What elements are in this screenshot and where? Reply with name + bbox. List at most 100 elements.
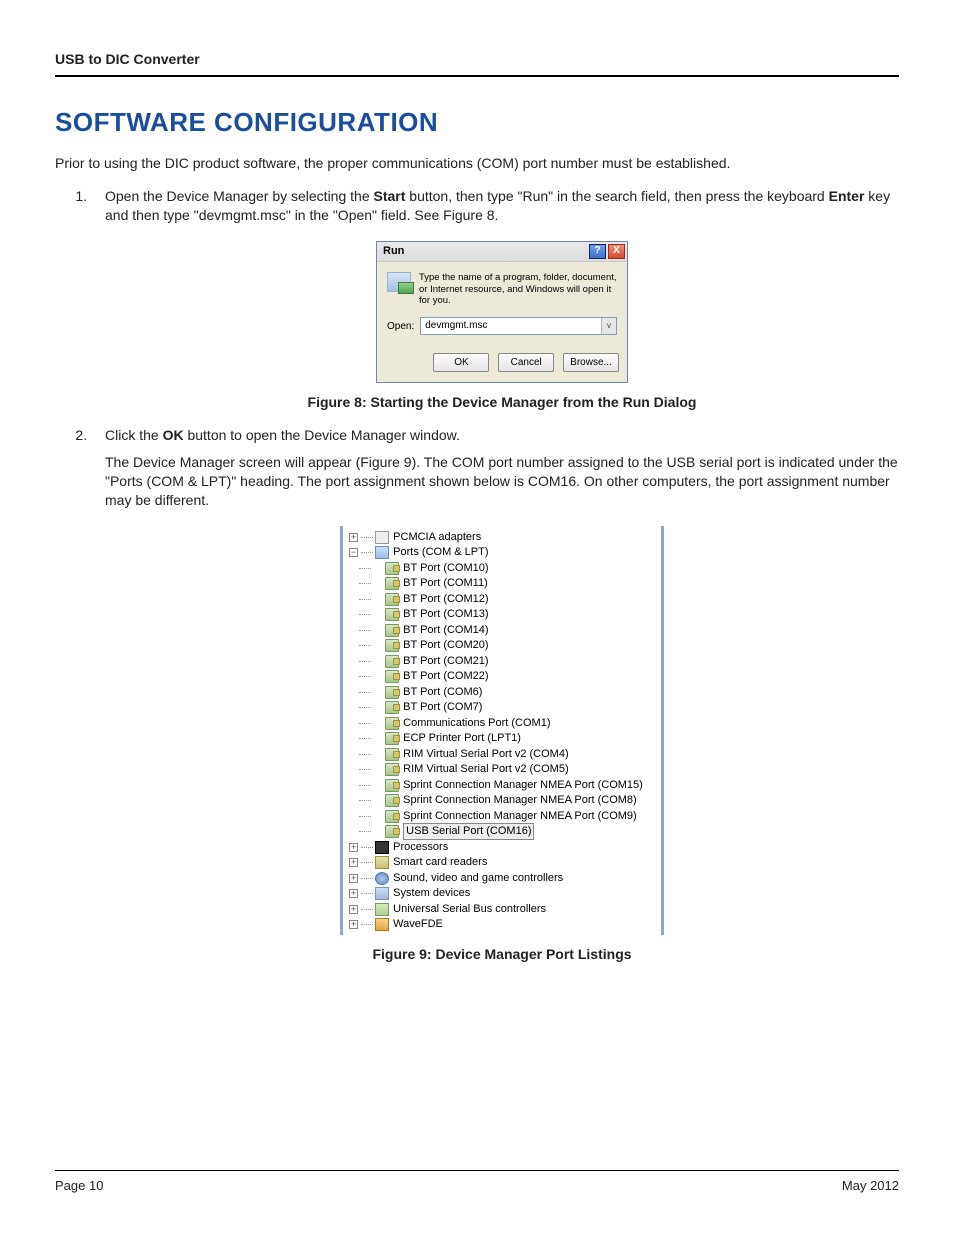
run-titlebar: Run ? X — [377, 242, 627, 262]
step-2: Click the OK button to open the Device M… — [91, 426, 899, 964]
tree-item[interactable]: Sprint Connection Manager NMEA Port (COM… — [349, 777, 643, 793]
tree-item-label[interactable]: ECP Printer Port (LPT1) — [403, 731, 521, 746]
tree-item[interactable]: BT Port (COM12) — [349, 591, 643, 607]
open-input[interactable]: devmgmt.msc — [421, 318, 601, 334]
tree-item-label[interactable]: Processors — [393, 840, 448, 855]
expand-icon[interactable]: + — [349, 843, 358, 852]
tree-item-label[interactable]: RIM Virtual Serial Port v2 (COM4) — [403, 747, 568, 762]
tree-item[interactable]: Communications Port (COM1) — [349, 715, 643, 731]
step-1-b1: Start — [374, 188, 406, 204]
figure-8: Run ? X Type the name of a program, fold… — [105, 241, 899, 413]
port-icon — [385, 562, 399, 575]
cancel-button[interactable]: Cancel — [498, 353, 554, 372]
step-2-pre: Click the — [105, 427, 163, 443]
tree-item[interactable]: + Sound, video and game controllers — [349, 870, 643, 886]
tree-item[interactable]: BT Port (COM10) — [349, 560, 643, 576]
step-1-pre: Open the Device Manager by selecting the — [105, 188, 374, 204]
tree-item-label[interactable]: WaveFDE — [393, 917, 443, 932]
expand-icon — [373, 641, 382, 650]
tree-item-label[interactable]: Communications Port (COM1) — [403, 716, 550, 731]
tree-item[interactable]: Sprint Connection Manager NMEA Port (COM… — [349, 793, 643, 809]
tree-item-label[interactable]: PCMCIA adapters — [393, 530, 481, 545]
open-combobox[interactable]: devmgmt.msc v — [420, 317, 617, 335]
run-title: Run — [383, 244, 404, 259]
sys-icon — [375, 887, 389, 900]
tree-item-label[interactable]: Sprint Connection Manager NMEA Port (COM… — [403, 809, 637, 824]
tree-item-label[interactable]: Universal Serial Bus controllers — [393, 902, 546, 917]
tree-item[interactable]: ECP Printer Port (LPT1) — [349, 731, 643, 747]
tree-item-label[interactable]: Sprint Connection Manager NMEA Port (COM… — [403, 793, 637, 808]
tree-item[interactable]: BT Port (COM13) — [349, 607, 643, 623]
tree-item[interactable]: BT Port (COM20) — [349, 638, 643, 654]
port-icon — [385, 577, 399, 590]
step-2-paragraph: The Device Manager screen will appear (F… — [105, 453, 899, 510]
smart-icon — [375, 856, 389, 869]
expand-icon[interactable]: − — [349, 548, 358, 557]
step-2-post: button to open the Device Manager window… — [184, 427, 460, 443]
tree-item-label[interactable]: RIM Virtual Serial Port v2 (COM5) — [403, 762, 568, 777]
device-manager-tree: +PCMCIA adapters−Ports (COM & LPT)BT Por… — [340, 526, 664, 935]
expand-icon[interactable]: + — [349, 874, 358, 883]
ok-button[interactable]: OK — [433, 353, 489, 372]
expand-icon — [373, 657, 382, 666]
expand-icon — [373, 688, 382, 697]
chevron-down-icon[interactable]: v — [601, 318, 616, 334]
help-icon[interactable]: ? — [589, 244, 606, 259]
doc-header-title: USB to DIC Converter — [55, 51, 200, 67]
figure-8-caption: Figure 8: Starting the Device Manager fr… — [105, 393, 899, 412]
tree-item[interactable]: − Ports (COM & LPT) — [349, 545, 643, 561]
expand-icon[interactable]: + — [349, 905, 358, 914]
tree-item[interactable]: + WaveFDE — [349, 917, 643, 933]
tree-item-label[interactable]: BT Port (COM6) — [403, 685, 482, 700]
port-icon — [385, 686, 399, 699]
tree-item[interactable]: RIM Virtual Serial Port v2 (COM5) — [349, 762, 643, 778]
tree-item[interactable]: + System devices — [349, 886, 643, 902]
port-icon — [385, 593, 399, 606]
expand-icon — [373, 610, 382, 619]
tree-item-label[interactable]: Smart card readers — [393, 855, 487, 870]
tree-item[interactable]: BT Port (COM22) — [349, 669, 643, 685]
tree-item[interactable]: + Processors — [349, 839, 643, 855]
expand-icon[interactable]: + — [349, 889, 358, 898]
proc-icon — [375, 841, 389, 854]
tree-item[interactable]: BT Port (COM11) — [349, 576, 643, 592]
tree-item-label[interactable]: Ports (COM & LPT) — [393, 545, 488, 560]
tree-item-label[interactable]: BT Port (COM12) — [403, 592, 488, 607]
port-icon — [385, 717, 399, 730]
expand-icon[interactable]: + — [349, 920, 358, 929]
tree-item-label[interactable]: BT Port (COM7) — [403, 700, 482, 715]
tree-item-label[interactable]: BT Port (COM20) — [403, 638, 488, 653]
expand-icon[interactable]: + — [349, 858, 358, 867]
tree-item-label[interactable]: USB Serial Port (COM16) — [403, 823, 534, 840]
tree-item-label[interactable]: BT Port (COM13) — [403, 607, 488, 622]
tree-item[interactable]: BT Port (COM6) — [349, 684, 643, 700]
run-button-row: OK Cancel Browse... — [377, 341, 627, 382]
figure-9-caption: Figure 9: Device Manager Port Listings — [105, 945, 899, 964]
port-icon — [385, 670, 399, 683]
port-icon — [385, 639, 399, 652]
close-icon[interactable]: X — [608, 244, 625, 259]
figure-9: +PCMCIA adapters−Ports (COM & LPT)BT Por… — [105, 526, 899, 965]
expand-icon[interactable]: + — [349, 533, 358, 542]
tree-item-label[interactable]: System devices — [393, 886, 470, 901]
tree-item-label[interactable]: BT Port (COM14) — [403, 623, 488, 638]
tree-item[interactable]: BT Port (COM7) — [349, 700, 643, 716]
tree-item[interactable]: USB Serial Port (COM16) — [349, 824, 643, 840]
tree-item-label[interactable]: Sprint Connection Manager NMEA Port (COM… — [403, 778, 643, 793]
tree-item[interactable]: Sprint Connection Manager NMEA Port (COM… — [349, 808, 643, 824]
tree-item-label[interactable]: BT Port (COM10) — [403, 561, 488, 576]
tree-item[interactable]: BT Port (COM14) — [349, 622, 643, 638]
tree-item[interactable]: BT Port (COM21) — [349, 653, 643, 669]
tree-item[interactable]: + PCMCIA adapters — [349, 529, 643, 545]
doc-footer: Page 10 May 2012 — [55, 1170, 899, 1195]
tree-item-label[interactable]: BT Port (COM21) — [403, 654, 488, 669]
tree-item[interactable]: + Universal Serial Bus controllers — [349, 901, 643, 917]
tree-item-label[interactable]: Sound, video and game controllers — [393, 871, 563, 886]
tree-item-label[interactable]: BT Port (COM11) — [403, 576, 488, 591]
tree-item-label[interactable]: BT Port (COM22) — [403, 669, 488, 684]
browse-button[interactable]: Browse... — [563, 353, 619, 372]
footer-page: Page 10 — [55, 1177, 103, 1195]
tree-item[interactable]: + Smart card readers — [349, 855, 643, 871]
expand-icon — [373, 626, 382, 635]
tree-item[interactable]: RIM Virtual Serial Port v2 (COM4) — [349, 746, 643, 762]
